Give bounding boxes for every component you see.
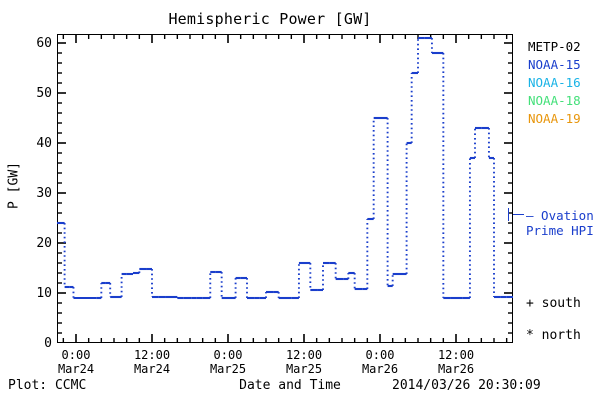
y-tick-label: 20 (36, 236, 52, 251)
legend-entry: NOAA-15 (528, 57, 581, 72)
x-tick-label: 0:00 Mar26 (345, 348, 415, 376)
plot-timestamp: 2014/03/26 20:30:09 (392, 378, 541, 393)
ovation-tick-icon (508, 208, 509, 221)
x-tick-label: 12:00 Mar26 (421, 348, 491, 376)
x-tick-label: 12:00 Mar24 (117, 348, 187, 376)
x-tick-date: Mar26 (437, 362, 475, 376)
legend-entry: NOAA-16 (528, 75, 581, 90)
plot-canvas (57, 34, 513, 343)
x-tick-date: Mar25 (209, 362, 247, 376)
y-tick-label: 0 (44, 336, 52, 351)
data-series-layer (57, 36, 513, 300)
plot-credit: Plot: CCMC (8, 378, 87, 393)
y-tick-label: 60 (36, 36, 52, 51)
y-tick-label: 40 (36, 136, 52, 151)
y-axis-title: P [GW] (6, 162, 22, 209)
legend-entry: NOAA-18 (528, 93, 581, 108)
marker-north-label: * north (526, 328, 581, 343)
ovation-label-line2: Prime HPI (526, 223, 594, 238)
x-tick-date: Mar25 (285, 362, 323, 376)
y-tick-label: 30 (36, 186, 52, 201)
x-tick-date: Mar26 (361, 362, 399, 376)
x-axis-title: Date and Time (239, 378, 341, 393)
x-tick-time: 12:00 (133, 348, 171, 362)
y-tick-label: 10 (36, 286, 52, 301)
y-tick-label: 50 (36, 86, 52, 101)
x-tick-date: Mar24 (57, 362, 95, 376)
x-tick-date: Mar24 (133, 362, 171, 376)
x-tick-label: 0:00 Mar24 (41, 348, 111, 376)
ovation-label-line1: — Ovation (526, 208, 594, 223)
ovation-legend: — Ovation Prime HPI (526, 208, 594, 238)
x-tick-label: 12:00 Mar25 (269, 348, 339, 376)
ovation-dash-icon (513, 214, 524, 215)
x-tick-time: 0:00 (365, 348, 395, 362)
chart-title: Hemispheric Power [GW] (168, 10, 372, 28)
x-tick-time: 12:00 (437, 348, 475, 362)
x-tick-time: 12:00 (285, 348, 323, 362)
marker-south-label: + south (526, 296, 581, 311)
x-tick-label: 0:00 Mar25 (193, 348, 263, 376)
y-axis-labels: 0 10 20 30 40 50 60 (0, 0, 52, 400)
legend: METP-02 NOAA-15 NOAA-16 NOAA-18 NOAA-19 (528, 38, 581, 128)
x-tick-time: 0:00 (213, 348, 243, 362)
legend-entry: METP-02 (528, 39, 581, 54)
plot-frame (57, 34, 513, 343)
legend-entry: NOAA-19 (528, 111, 581, 126)
x-tick-time: 0:00 (61, 348, 91, 362)
x-tick-marks (62, 34, 508, 343)
